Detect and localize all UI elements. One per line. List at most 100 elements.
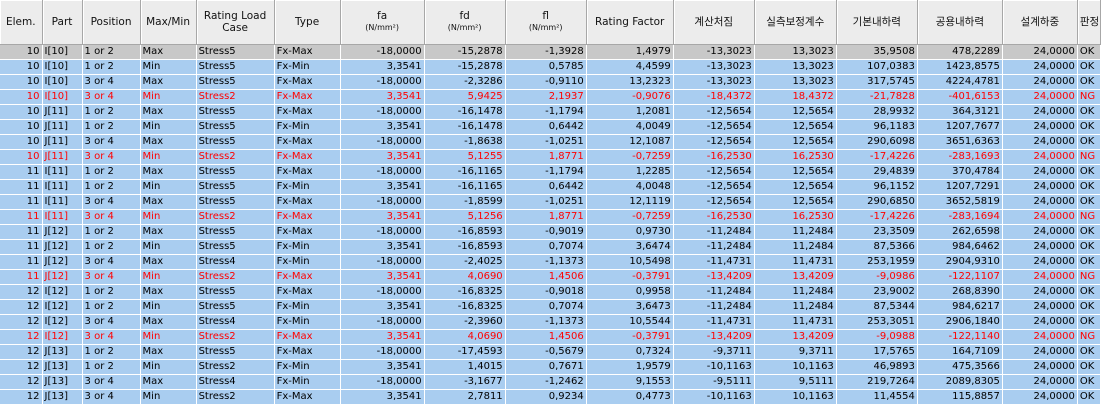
cell-judgement[interactable]: OK <box>1077 179 1101 195</box>
cell-judgement[interactable]: NG <box>1077 329 1101 345</box>
cell-max-min[interactable]: Max <box>140 104 197 120</box>
cell-correction-factor[interactable]: 18,4372 <box>754 89 837 105</box>
cell-calc-deflection[interactable]: -11,2484 <box>673 284 755 300</box>
table-row[interactable]: 11 I[11] 1 or 2 Min Stress5 Fx-Min 3,3541 -16,1… <box>0 179 1101 195</box>
cell-correction-factor[interactable]: 12,5654 <box>754 179 837 195</box>
cell-fd[interactable]: -1,8638 <box>424 134 506 150</box>
cell-rating-factor[interactable]: 9,1553 <box>586 374 674 390</box>
cell-rating-factor[interactable]: 13,2323 <box>586 74 674 90</box>
cell-position[interactable]: 3 or 4 <box>82 254 141 270</box>
cell-elem[interactable]: 12 <box>0 374 43 390</box>
cell-service-capacity[interactable]: 364,3121 <box>917 104 1003 120</box>
cell-position[interactable]: 1 or 2 <box>82 239 141 255</box>
cell-fa[interactable]: -18,0000 <box>340 374 425 390</box>
cell-max-min[interactable]: Max <box>140 74 197 90</box>
cell-elem[interactable]: 10 <box>0 149 43 165</box>
cell-max-min[interactable]: Min <box>140 329 197 345</box>
cell-calc-deflection[interactable]: -10,1163 <box>673 359 755 375</box>
cell-max-min[interactable]: Min <box>140 209 197 225</box>
cell-calc-deflection[interactable]: -11,4731 <box>673 254 755 270</box>
cell-fa[interactable]: 3,3541 <box>340 149 425 165</box>
cell-fl[interactable]: -1,0251 <box>505 134 587 150</box>
cell-calc-deflection[interactable]: -12,5654 <box>673 164 755 180</box>
cell-fl[interactable]: 0,6442 <box>505 179 587 195</box>
table-row[interactable]: 12 I[12] 3 or 4 Max Stress4 Fx-Min -18,0000 -2,… <box>0 314 1101 330</box>
cell-part[interactable]: I[11] <box>42 209 83 225</box>
cell-load-case[interactable]: Stress2 <box>196 149 275 165</box>
cell-basic-capacity[interactable]: -17,4226 <box>836 209 918 225</box>
cell-fa[interactable]: -18,0000 <box>340 254 425 270</box>
cell-judgement[interactable]: OK <box>1077 359 1101 375</box>
cell-fd[interactable]: -16,1165 <box>424 164 506 180</box>
cell-load-case[interactable]: Stress2 <box>196 389 275 405</box>
cell-elem[interactable]: 10 <box>0 59 43 75</box>
cell-basic-capacity[interactable]: 35,9508 <box>836 44 918 60</box>
cell-type[interactable]: Fx-Max <box>274 284 341 300</box>
cell-service-capacity[interactable]: 1423,8575 <box>917 59 1003 75</box>
cell-fa[interactable]: -18,0000 <box>340 344 425 360</box>
cell-part[interactable]: J[12] <box>42 269 83 285</box>
cell-max-min[interactable]: Max <box>140 374 197 390</box>
cell-fd[interactable]: 5,1256 <box>424 209 506 225</box>
table-row[interactable]: 11 J[12] 3 or 4 Max Stress4 Fx-Min -18,0000 -2,… <box>0 254 1101 270</box>
cell-correction-factor[interactable]: 12,5654 <box>754 119 837 135</box>
col-header-judgement[interactable]: 판정 <box>1077 0 1101 45</box>
cell-design-load[interactable]: 24,0000 <box>1002 44 1078 60</box>
cell-rating-factor[interactable]: 4,0048 <box>586 179 674 195</box>
cell-fd[interactable]: -3,1677 <box>424 374 506 390</box>
cell-fd[interactable]: -16,8325 <box>424 284 506 300</box>
table-row[interactable]: 12 J[13] 1 or 2 Min Stress2 Fx-Min 3,3541 1,401… <box>0 359 1101 375</box>
cell-fd[interactable]: -2,4025 <box>424 254 506 270</box>
cell-fl[interactable]: 0,5785 <box>505 59 587 75</box>
cell-max-min[interactable]: Min <box>140 389 197 405</box>
cell-judgement[interactable]: NG <box>1077 89 1101 105</box>
cell-rating-factor[interactable]: 4,4599 <box>586 59 674 75</box>
cell-judgement[interactable]: OK <box>1077 119 1101 135</box>
cell-calc-deflection[interactable]: -10,1163 <box>673 389 755 405</box>
cell-fa[interactable]: -18,0000 <box>340 314 425 330</box>
cell-fl[interactable]: 1,4506 <box>505 329 587 345</box>
cell-load-case[interactable]: Stress5 <box>196 284 275 300</box>
cell-basic-capacity[interactable]: 87,5344 <box>836 299 918 315</box>
cell-load-case[interactable]: Stress5 <box>196 224 275 240</box>
cell-fa[interactable]: -18,0000 <box>340 164 425 180</box>
cell-fd[interactable]: -2,3286 <box>424 74 506 90</box>
cell-design-load[interactable]: 24,0000 <box>1002 254 1078 270</box>
cell-design-load[interactable]: 24,0000 <box>1002 374 1078 390</box>
cell-max-min[interactable]: Max <box>140 44 197 60</box>
cell-part[interactable]: J[11] <box>42 149 83 165</box>
cell-basic-capacity[interactable]: 96,1183 <box>836 119 918 135</box>
cell-max-min[interactable]: Max <box>140 254 197 270</box>
cell-basic-capacity[interactable]: -9,0988 <box>836 329 918 345</box>
cell-basic-capacity[interactable]: 23,3509 <box>836 224 918 240</box>
table-row[interactable]: 11 I[11] 3 or 4 Max Stress5 Fx-Max -18,0000 -1,… <box>0 194 1101 210</box>
cell-fd[interactable]: -16,1165 <box>424 179 506 195</box>
cell-basic-capacity[interactable]: -17,4226 <box>836 149 918 165</box>
cell-elem[interactable]: 11 <box>0 194 43 210</box>
cell-calc-deflection[interactable]: -11,2484 <box>673 224 755 240</box>
table-row[interactable]: 10 J[11] 1 or 2 Min Stress5 Fx-Min 3,3541 -16,1… <box>0 119 1101 135</box>
cell-part[interactable]: I[12] <box>42 329 83 345</box>
col-header-rating-load-case[interactable]: Rating Load Case <box>196 0 275 45</box>
cell-design-load[interactable]: 24,0000 <box>1002 164 1078 180</box>
table-row[interactable]: 10 I[10] 3 or 4 Max Stress5 Fx-Max -18,0000 -2,… <box>0 74 1101 90</box>
cell-service-capacity[interactable]: 1207,7291 <box>917 179 1003 195</box>
cell-rating-factor[interactable]: -0,3791 <box>586 269 674 285</box>
cell-judgement[interactable]: OK <box>1077 314 1101 330</box>
cell-elem[interactable]: 12 <box>0 329 43 345</box>
cell-type[interactable]: Fx-Max <box>274 389 341 405</box>
cell-type[interactable]: Fx-Min <box>274 254 341 270</box>
cell-fl[interactable]: -1,0251 <box>505 194 587 210</box>
cell-load-case[interactable]: Stress5 <box>196 59 275 75</box>
cell-fd[interactable]: 5,1255 <box>424 149 506 165</box>
cell-elem[interactable]: 11 <box>0 254 43 270</box>
cell-max-min[interactable]: Max <box>140 344 197 360</box>
cell-max-min[interactable]: Min <box>140 299 197 315</box>
cell-service-capacity[interactable]: 2904,9310 <box>917 254 1003 270</box>
cell-fl[interactable]: -1,2462 <box>505 374 587 390</box>
cell-position[interactable]: 1 or 2 <box>82 59 141 75</box>
cell-fl[interactable]: 0,7671 <box>505 359 587 375</box>
cell-load-case[interactable]: Stress2 <box>196 359 275 375</box>
cell-rating-factor[interactable]: 0,4773 <box>586 389 674 405</box>
cell-fl[interactable]: -0,5679 <box>505 344 587 360</box>
